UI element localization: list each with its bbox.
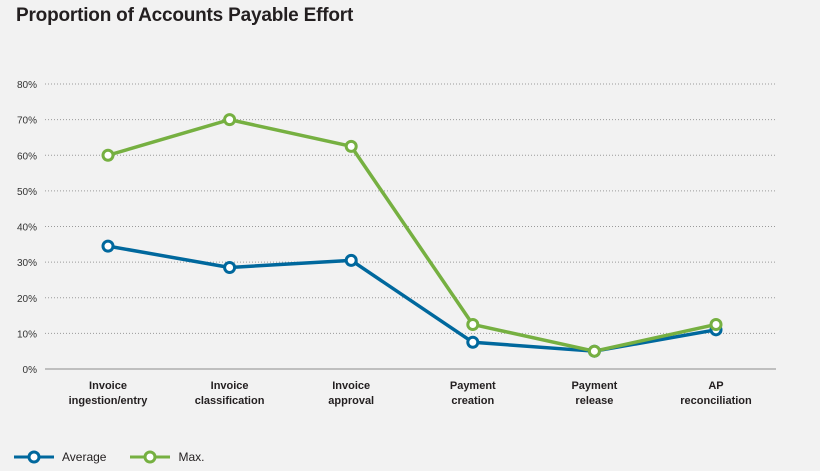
data-point-max bbox=[587, 344, 601, 358]
legend-label-max: Max. bbox=[178, 450, 205, 464]
y-tick-label: 70% bbox=[17, 116, 37, 127]
data-point-max bbox=[344, 139, 358, 153]
y-tick-label: 50% bbox=[17, 187, 37, 198]
x-category-label: Invoice approval bbox=[328, 380, 374, 407]
data-point-max bbox=[223, 113, 237, 127]
data-point-average bbox=[466, 335, 480, 349]
series-line-max bbox=[107, 117, 717, 353]
data-point-average bbox=[344, 253, 358, 267]
y-tick-label: 20% bbox=[17, 294, 37, 305]
chart-title: Proportion of Accounts Payable Effort bbox=[16, 5, 354, 26]
legend-swatch-average bbox=[14, 450, 54, 464]
y-tick-label: 60% bbox=[17, 151, 37, 162]
y-tick-label: 40% bbox=[17, 223, 37, 234]
data-point-average bbox=[101, 239, 115, 253]
x-category-label: Payment release bbox=[571, 380, 617, 407]
data-point-max bbox=[709, 317, 723, 331]
series-lines bbox=[107, 117, 717, 353]
chart-legend: Average Max. bbox=[14, 450, 229, 464]
legend-item-max: Max. bbox=[130, 450, 205, 464]
y-tick-label: 30% bbox=[17, 258, 37, 269]
x-category-label: Payment creation bbox=[450, 380, 496, 407]
data-point-max bbox=[466, 317, 480, 331]
x-category-label: Invoice ingestion/entry bbox=[69, 380, 149, 407]
y-tick-label: 80% bbox=[17, 80, 37, 91]
gridlines bbox=[45, 83, 776, 370]
line-chart: 0% 10% 20% 30% 40% 50% 60% 70% 80% Invoice ingest… bbox=[17, 80, 776, 407]
x-category-label: Invoice classification bbox=[195, 380, 265, 407]
legend-item-average: Average bbox=[14, 450, 106, 464]
y-tick-label: 10% bbox=[17, 329, 37, 340]
data-point-max bbox=[101, 148, 115, 162]
legend-swatch-max bbox=[130, 450, 171, 464]
x-axis-labels: Invoice ingestion/entry Invoice classificat… bbox=[69, 380, 752, 407]
y-axis-labels: 0% 10% 20% 30% 40% 50% 60% 70% 80% bbox=[17, 80, 37, 376]
data-point-average bbox=[223, 260, 237, 274]
x-category-label: AP reconciliation bbox=[680, 380, 752, 407]
series-points bbox=[101, 113, 723, 358]
legend-label-average: Average bbox=[62, 450, 107, 464]
y-tick-label: 0% bbox=[23, 365, 38, 376]
